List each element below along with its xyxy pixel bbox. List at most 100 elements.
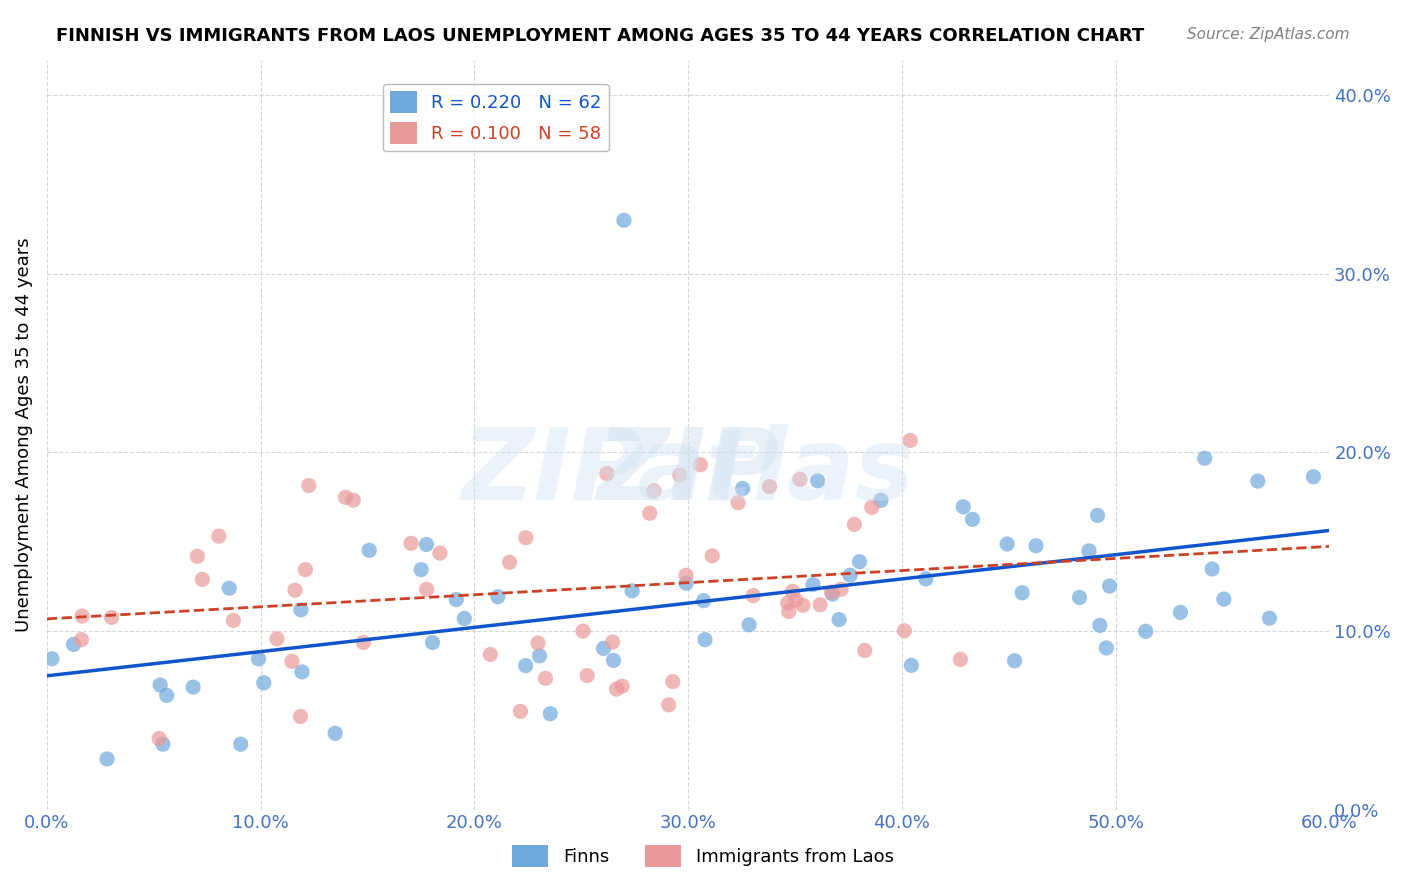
Point xyxy=(776,596,799,610)
Point xyxy=(100,610,122,624)
Point xyxy=(156,689,179,703)
Point xyxy=(952,500,974,514)
Point xyxy=(1247,474,1270,488)
Point xyxy=(498,555,520,569)
Point xyxy=(247,652,270,666)
Point xyxy=(229,737,252,751)
Point xyxy=(860,500,883,515)
Point xyxy=(1088,618,1111,632)
Point xyxy=(572,624,595,639)
Point xyxy=(342,493,364,508)
Point xyxy=(675,568,697,582)
Point xyxy=(399,536,422,550)
Point xyxy=(152,737,174,751)
Point xyxy=(606,682,628,697)
Point xyxy=(70,609,93,624)
Point xyxy=(515,658,537,673)
Point xyxy=(668,468,690,483)
Point xyxy=(335,491,357,505)
Point xyxy=(839,568,862,582)
Point xyxy=(148,731,170,746)
Point xyxy=(218,581,240,595)
Point xyxy=(290,709,312,723)
Point xyxy=(1025,539,1047,553)
Point xyxy=(962,512,984,526)
Point xyxy=(181,680,204,694)
Point xyxy=(479,648,502,662)
Text: Source: ZipAtlas.com: Source: ZipAtlas.com xyxy=(1187,27,1350,42)
Point xyxy=(758,480,780,494)
Point xyxy=(801,577,824,591)
Point xyxy=(1098,579,1121,593)
Point xyxy=(222,614,245,628)
Point xyxy=(149,678,172,692)
Point xyxy=(658,698,681,712)
Point xyxy=(848,555,870,569)
Point xyxy=(643,483,665,498)
Point xyxy=(693,632,716,647)
Point xyxy=(576,668,599,682)
Point xyxy=(534,671,557,685)
Point xyxy=(870,493,893,508)
Point xyxy=(782,584,804,599)
Point xyxy=(596,467,619,481)
Point xyxy=(353,635,375,649)
Point xyxy=(415,582,437,597)
Point xyxy=(1135,624,1157,639)
Point xyxy=(446,592,468,607)
Point xyxy=(1078,544,1101,558)
Point xyxy=(294,563,316,577)
Point xyxy=(208,529,231,543)
Point xyxy=(738,617,761,632)
Point xyxy=(1212,592,1234,607)
Point xyxy=(693,593,716,607)
Point xyxy=(613,213,636,227)
Point xyxy=(298,478,321,492)
Point xyxy=(96,752,118,766)
Text: ZIPatlas: ZIPatlas xyxy=(461,424,915,521)
Point xyxy=(291,665,314,679)
Point xyxy=(785,593,807,607)
Point xyxy=(807,474,830,488)
Point xyxy=(1069,591,1091,605)
Point xyxy=(898,434,921,448)
Point xyxy=(453,611,475,625)
Point xyxy=(62,638,84,652)
Point xyxy=(1201,562,1223,576)
Point xyxy=(284,583,307,598)
Point xyxy=(914,572,936,586)
Point xyxy=(778,605,800,619)
Point xyxy=(266,632,288,646)
Point xyxy=(828,613,851,627)
Point xyxy=(689,458,711,472)
Point xyxy=(411,563,433,577)
Point xyxy=(290,603,312,617)
Point xyxy=(638,506,661,520)
Text: ZIP: ZIP xyxy=(596,424,779,521)
Point xyxy=(808,598,831,612)
Point xyxy=(1258,611,1281,625)
Point xyxy=(792,599,814,613)
Point xyxy=(429,546,451,560)
Point xyxy=(281,654,304,668)
Point xyxy=(515,531,537,545)
Point xyxy=(538,706,561,721)
Point xyxy=(1095,640,1118,655)
Point xyxy=(1004,654,1026,668)
Point xyxy=(995,537,1018,551)
Point xyxy=(602,653,624,667)
Point xyxy=(1087,508,1109,523)
Point xyxy=(186,549,208,564)
Point xyxy=(527,636,550,650)
Point xyxy=(853,643,876,657)
Point xyxy=(675,576,697,591)
Point xyxy=(1170,606,1192,620)
Point xyxy=(731,482,754,496)
Y-axis label: Unemployment Among Ages 35 to 44 years: Unemployment Among Ages 35 to 44 years xyxy=(15,237,32,632)
Point xyxy=(621,583,644,598)
Point xyxy=(359,543,381,558)
Point xyxy=(486,590,509,604)
Point xyxy=(702,549,724,563)
Point xyxy=(509,705,531,719)
Point xyxy=(1302,469,1324,483)
